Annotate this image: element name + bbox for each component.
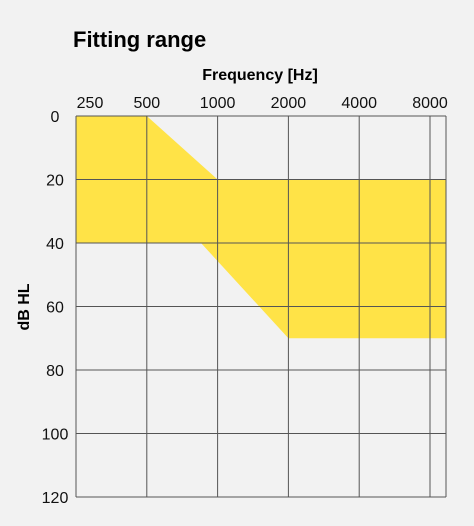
fitting-range-area [76, 116, 446, 339]
x-tick-label-1000: 1000 [200, 95, 236, 112]
x-tick-label-500: 500 [133, 95, 160, 112]
x-tick-label-2000: 2000 [271, 95, 307, 112]
y-tick-label-60: 60 [46, 300, 64, 317]
y-tick-label-120: 120 [42, 490, 69, 507]
grid-lines [75, 115, 447, 498]
x-tick-label-8000: 8000 [412, 95, 448, 112]
y-tick-label-40: 40 [46, 236, 64, 253]
y-tick-label-20: 20 [46, 173, 64, 190]
y-axis-label: dB HL [16, 283, 33, 330]
y-tick-label-0: 0 [51, 109, 60, 126]
y-tick-label-80: 80 [46, 363, 64, 380]
x-tick-label-250: 250 [77, 95, 104, 112]
x-tick-label-4000: 4000 [341, 95, 377, 112]
y-tick-labels: 0 20 40 60 80 100 120 [42, 109, 69, 507]
chart-title: Fitting range [73, 27, 206, 52]
y-tick-label-100: 100 [42, 427, 69, 444]
x-tick-labels: 250 500 1000 2000 4000 8000 [77, 95, 448, 112]
x-axis-label: Frequency [Hz] [202, 67, 318, 84]
